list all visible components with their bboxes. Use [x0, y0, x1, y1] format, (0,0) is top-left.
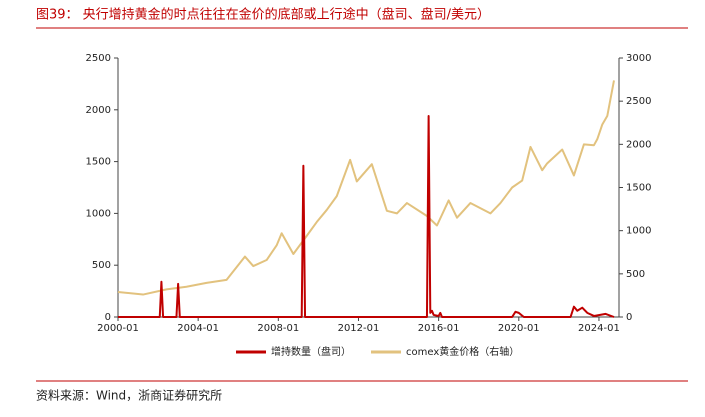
- legend-label: 增持数量（盘司）: [271, 345, 351, 358]
- x-tick-label: 2004-01: [177, 323, 219, 334]
- y2-tick-label: 2000: [626, 139, 651, 150]
- y-tick-label: 500: [92, 260, 111, 271]
- source-note: 资料来源：Wind，浙商证券研究所: [36, 388, 222, 403]
- chart-title: 图39： 央行增持黄金的时点往往在金价的底部或上行途中（盘司、盘司/美元）: [36, 7, 490, 23]
- y-tick-label: 0: [105, 312, 111, 323]
- x-tick-label: 2008-01: [257, 323, 299, 334]
- y2-tick-label: 500: [626, 269, 645, 280]
- series-line: [118, 115, 615, 318]
- y-tick-label: 1000: [86, 208, 111, 219]
- x-tick-label: 2016-01: [418, 323, 460, 334]
- y2-tick-label: 2500: [626, 96, 651, 107]
- series-line: [117, 80, 615, 296]
- x-tick-label: 2024-01: [578, 323, 620, 334]
- x-tick-label: 2012-01: [338, 323, 380, 334]
- y2-tick-label: 1000: [626, 226, 651, 237]
- x-tick-label: 2020-01: [498, 323, 540, 334]
- legend-label: comex黄金价格（右轴）: [406, 345, 519, 358]
- x-tick-label: 2000-01: [97, 323, 139, 334]
- y2-tick-label: 1500: [626, 183, 651, 194]
- y2-tick-label: 0: [626, 312, 632, 323]
- y-tick-label: 1500: [86, 157, 111, 168]
- y-tick-label: 2000: [86, 105, 111, 116]
- y-tick-label: 2500: [86, 53, 111, 64]
- y2-tick-label: 3000: [626, 53, 651, 64]
